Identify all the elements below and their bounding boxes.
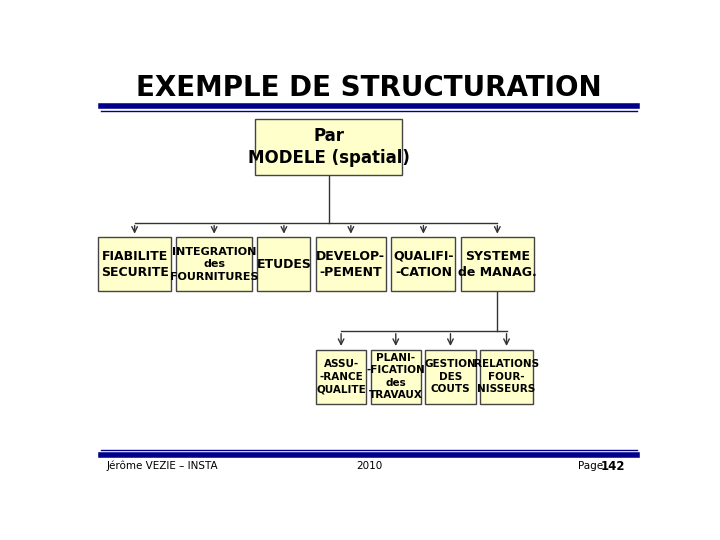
FancyBboxPatch shape [461, 238, 534, 292]
FancyBboxPatch shape [426, 349, 476, 404]
Text: Par
MODELE (spatial): Par MODELE (spatial) [248, 127, 410, 167]
Text: Page: Page [578, 461, 607, 471]
Text: GESTION
DES
COUTS: GESTION DES COUTS [425, 359, 477, 394]
Text: FIABILITE
SECURITE: FIABILITE SECURITE [101, 250, 168, 279]
FancyBboxPatch shape [392, 238, 456, 292]
Text: INTEGRATION
des
FOURNITURES: INTEGRATION des FOURNITURES [170, 247, 258, 282]
Text: EXEMPLE DE STRUCTURATION: EXEMPLE DE STRUCTURATION [136, 73, 602, 102]
Text: RELATIONS
FOUR-
NISSEURS: RELATIONS FOUR- NISSEURS [474, 359, 539, 394]
Text: QUALIFI-
-CATION: QUALIFI- -CATION [393, 250, 454, 279]
Text: ETUDES: ETUDES [256, 258, 311, 271]
FancyBboxPatch shape [316, 349, 366, 404]
Text: 142: 142 [600, 460, 625, 472]
FancyBboxPatch shape [480, 349, 533, 404]
Text: SYSTEME
de MANAG.: SYSTEME de MANAG. [458, 250, 536, 279]
FancyBboxPatch shape [371, 349, 421, 404]
FancyBboxPatch shape [176, 238, 252, 292]
Text: ASSU-
-RANCE
QUALITE: ASSU- -RANCE QUALITE [316, 359, 366, 394]
FancyBboxPatch shape [255, 119, 402, 175]
Text: Jérôme VEZIE – INSTA: Jérôme VEZIE – INSTA [107, 461, 218, 471]
FancyBboxPatch shape [99, 238, 171, 292]
FancyBboxPatch shape [316, 238, 386, 292]
Text: PLANI-
-FICATION
des
TRAVAUX: PLANI- -FICATION des TRAVAUX [366, 353, 425, 400]
Text: DEVELOP-
-PEMENT: DEVELOP- -PEMENT [316, 250, 385, 279]
Text: 2010: 2010 [356, 461, 382, 471]
FancyBboxPatch shape [258, 238, 310, 292]
